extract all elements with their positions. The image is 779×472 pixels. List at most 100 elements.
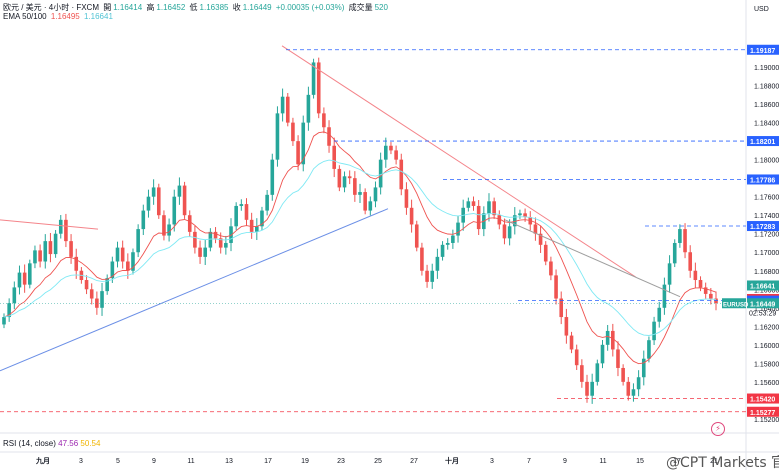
candle-body xyxy=(538,233,543,245)
candle-body xyxy=(136,229,140,253)
x-tick-label: 九月 xyxy=(35,456,50,465)
candle-body xyxy=(476,205,481,230)
x-tick-label: 25 xyxy=(374,458,382,465)
candle-body xyxy=(662,284,667,308)
candle-body xyxy=(291,122,295,142)
ema50-value: 1.16495 xyxy=(50,12,80,21)
symbol-title[interactable]: 欧元 / 美元 · 4小时 · FXCM xyxy=(3,3,99,12)
x-tick-label: 3 xyxy=(490,458,494,465)
candle-body xyxy=(120,247,125,262)
candle-body xyxy=(151,187,156,197)
price-label-text: 1.17786 xyxy=(750,177,775,184)
candle-body xyxy=(621,367,625,382)
candle-body xyxy=(414,224,419,248)
candle-body xyxy=(224,242,228,248)
candle-body xyxy=(156,187,161,216)
candle-body xyxy=(574,349,579,366)
candle-body xyxy=(208,231,213,248)
y-tick-label: 1.17000 xyxy=(754,250,779,257)
candle-body xyxy=(342,176,347,188)
candle-body xyxy=(709,293,713,299)
descending-trendline xyxy=(281,45,637,278)
x-tick-label: 23 xyxy=(337,458,345,465)
candle-body xyxy=(198,247,202,257)
candle-body xyxy=(58,219,63,234)
y-tick-label: 1.17200 xyxy=(754,232,779,239)
candle-body xyxy=(296,141,300,165)
candle-body xyxy=(590,381,594,396)
candle-body xyxy=(234,205,238,227)
candle-body xyxy=(167,224,171,236)
ascending-trendline xyxy=(0,208,389,372)
price-label-text: 1.16641 xyxy=(750,283,775,290)
candle-body xyxy=(518,213,522,216)
candle-body xyxy=(487,201,491,214)
candle-body xyxy=(213,231,218,239)
candle-body xyxy=(239,204,244,206)
candle-body xyxy=(244,204,249,220)
x-tick-label: 5 xyxy=(116,458,120,465)
price-label-text: 1.19187 xyxy=(750,48,775,55)
candle-body xyxy=(131,252,135,271)
lightning-bolt-icon[interactable]: ⚡ xyxy=(711,422,725,436)
candle-body xyxy=(502,224,507,239)
candle-body xyxy=(559,298,564,318)
candle-body xyxy=(74,256,79,271)
price-label-text: 1.16449 xyxy=(750,301,775,308)
y-tick-label: 1.16400 xyxy=(754,306,779,313)
candle-body xyxy=(275,113,280,160)
y-tick-label: 1.15800 xyxy=(754,361,779,368)
high-value: 1.16452 xyxy=(156,3,186,12)
candle-body xyxy=(440,244,445,257)
candle-body xyxy=(497,215,502,225)
y-tick-label: 1.17600 xyxy=(754,195,779,202)
candle-body xyxy=(683,229,687,253)
candle-body xyxy=(249,219,254,232)
candle-body xyxy=(12,287,17,304)
price-label-text: 1.17283 xyxy=(750,224,775,231)
currency-label: USD xyxy=(754,6,769,13)
candle-body xyxy=(688,252,693,271)
candle-body xyxy=(404,189,409,208)
candle-body xyxy=(471,201,476,206)
price-label-box xyxy=(747,406,779,417)
ema100-line xyxy=(3,159,717,336)
close-label: 收 xyxy=(232,3,241,12)
candle-body xyxy=(543,244,548,262)
candle-body xyxy=(311,62,316,95)
ema-label[interactable]: EMA 50/100 xyxy=(3,12,47,21)
candle-body xyxy=(358,192,362,195)
candle-body xyxy=(48,241,53,255)
volume-value: 520 xyxy=(374,3,388,12)
candle-body xyxy=(698,280,703,288)
candle-body xyxy=(255,226,259,232)
candle-body xyxy=(430,270,435,282)
ema-legend: EMA 50/100 1.16495 1.16641 xyxy=(3,12,115,21)
candle-body xyxy=(657,307,662,322)
candle-body xyxy=(378,159,383,188)
candle-body xyxy=(456,222,460,236)
y-tick-label: 1.18800 xyxy=(754,84,779,91)
candle-body xyxy=(507,226,512,239)
eurusd-tag-box xyxy=(722,298,746,309)
low-value: 1.16385 xyxy=(199,3,229,12)
price-label-text: 1.15420 xyxy=(750,397,775,404)
watermark: @CPT Markets 官方 xyxy=(666,455,779,471)
x-tick-label: 27 xyxy=(410,458,418,465)
candle-body xyxy=(7,303,11,318)
x-tick-label: 21 xyxy=(710,458,718,465)
candle-body xyxy=(580,365,584,382)
y-tick-label: 1.16600 xyxy=(754,287,779,294)
y-tick-label: 1.16000 xyxy=(754,343,779,350)
candle-body xyxy=(451,235,455,243)
countdown-timer: 02:53:29 xyxy=(749,310,776,317)
x-tick-label: 15 xyxy=(636,458,644,465)
x-tick-label: 19 xyxy=(301,458,309,465)
candle-body xyxy=(512,215,517,227)
candle-body xyxy=(110,261,115,279)
candle-body xyxy=(605,330,610,345)
rsi-label[interactable]: RSI (14, close) xyxy=(3,439,56,448)
candle-body xyxy=(595,363,600,382)
price-label-box xyxy=(747,221,779,232)
